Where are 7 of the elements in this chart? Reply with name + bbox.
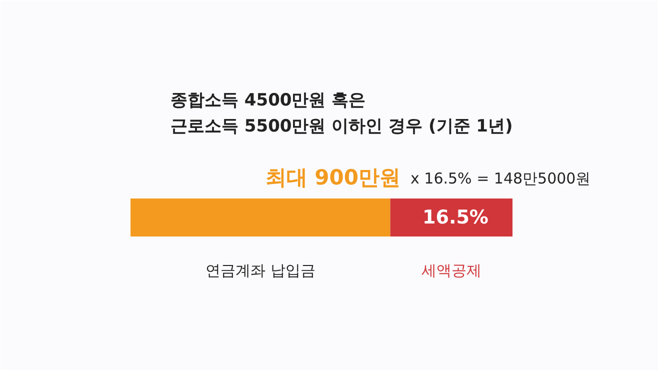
series-label: 연금계좌 납입금 [205,262,316,280]
series-label: 세액공제 [421,262,482,280]
chart-subtitle: 근로소득 5500만원 이하인 경우 (기준 1년) [170,116,513,136]
chart-title: 종합소득 4500만원 혹은 [170,90,366,110]
text: x 16.5% = 148만5000원 [410,170,591,188]
text: 최대 900만원 [265,166,401,190]
annotation: 16.5% [422,206,488,228]
